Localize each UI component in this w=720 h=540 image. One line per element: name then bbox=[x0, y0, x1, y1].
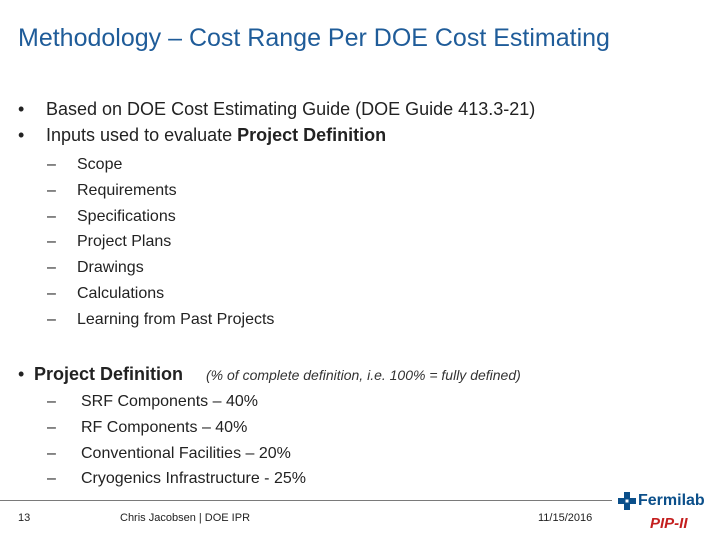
list-item-text: SRF Components – 40% bbox=[81, 393, 258, 410]
bullet-marker: • bbox=[18, 99, 25, 119]
list-item: – Calculations bbox=[47, 281, 447, 307]
list-item-text: Calculations bbox=[77, 284, 165, 302]
page-number: 13 bbox=[18, 512, 31, 524]
dash-marker: – bbox=[47, 393, 56, 410]
footer-divider bbox=[0, 500, 612, 501]
dash-marker: – bbox=[47, 418, 56, 436]
list-item-text: Specifications bbox=[77, 207, 176, 225]
fermilab-logo-text: Fermilab bbox=[638, 492, 705, 509]
list-item-text: Cryogenics Infrastructure - 25% bbox=[81, 470, 306, 488]
fermilab-logo: Fermilab bbox=[616, 490, 716, 512]
list-item: – Specifications bbox=[47, 204, 447, 230]
fermilab-icon bbox=[618, 492, 636, 510]
dash-marker: – bbox=[47, 284, 56, 302]
list-item-text: Drawings bbox=[77, 259, 144, 277]
bullet-item: • Inputs used to evaluate Project Defini… bbox=[18, 122, 708, 148]
dash-marker: – bbox=[47, 259, 56, 277]
dash-marker: – bbox=[47, 181, 56, 199]
bullet-marker: • bbox=[18, 125, 25, 145]
dash-marker: – bbox=[47, 156, 56, 173]
list-item: – Scope bbox=[47, 152, 447, 178]
pip-ii-logo: PIP-II bbox=[650, 515, 688, 532]
footer-author: Chris Jacobsen | DOE IPR bbox=[120, 512, 251, 524]
list-item-text: Learning from Past Projects bbox=[77, 310, 275, 328]
list-item: – Requirements bbox=[47, 178, 447, 204]
list-item-text: Project Plans bbox=[77, 233, 172, 251]
bullet-item: • Based on DOE Cost Estimating Guide (DO… bbox=[18, 96, 708, 122]
list-item: – RF Components – 40% bbox=[47, 415, 447, 441]
dash-marker: – bbox=[47, 207, 56, 225]
bullet-text: Based on DOE Cost Estimating Guide (DOE … bbox=[46, 99, 536, 119]
project-definition-label: Project Definition bbox=[34, 364, 184, 384]
bullet-list: • Based on DOE Cost Estimating Guide (DO… bbox=[18, 96, 708, 148]
dash-marker: – bbox=[47, 444, 56, 462]
bullet-text-bold: Project Definition bbox=[237, 125, 387, 145]
project-definition-note: (% of complete definition, i.e. 100% = f… bbox=[206, 367, 521, 383]
list-item: – Learning from Past Projects bbox=[47, 307, 447, 333]
footer-date: 11/15/2016 bbox=[538, 512, 593, 524]
list-item: – Cryogenics Infrastructure - 25% bbox=[47, 466, 447, 492]
bullet-text-plain: Inputs used to evaluate bbox=[46, 125, 238, 145]
list-item-text: RF Components – 40% bbox=[81, 418, 248, 436]
inputs-list: – Scope – Requirements – Specifications – Pr… bbox=[47, 152, 447, 333]
list-item-text: Requirements bbox=[77, 181, 177, 199]
dash-marker: – bbox=[47, 233, 56, 251]
dash-marker: – bbox=[47, 310, 56, 328]
list-item: – Drawings bbox=[47, 255, 447, 281]
dash-marker: – bbox=[47, 470, 56, 488]
slide-title: Methodology – Cost Range Per DOE Cost Es… bbox=[18, 24, 610, 52]
list-item: – Project Plans bbox=[47, 229, 447, 255]
list-item-text: Scope bbox=[77, 156, 123, 173]
list-item: – Conventional Facilities – 20% bbox=[47, 441, 447, 467]
bullet-marker: • bbox=[18, 364, 25, 384]
list-item-text: Conventional Facilities – 20% bbox=[81, 444, 291, 462]
list-item: – SRF Components – 40% bbox=[47, 389, 447, 415]
project-definition-list: – SRF Components – 40% – RF Components – 4… bbox=[47, 389, 447, 492]
bullet-text: Inputs used to evaluate Project Definiti… bbox=[46, 122, 386, 148]
